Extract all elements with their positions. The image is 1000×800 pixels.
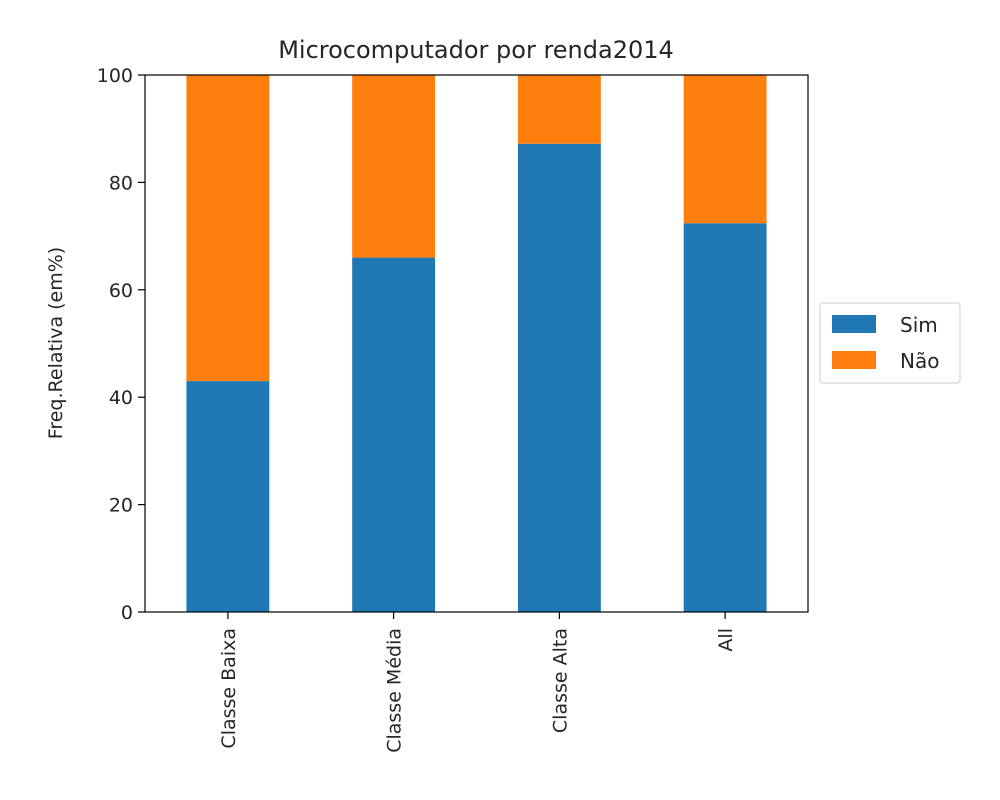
legend: Sim Não <box>819 302 961 384</box>
y-axis-label: Freq.Relativa (em%) <box>45 247 67 439</box>
y-tick-label: 40 <box>109 387 133 409</box>
y-tick-label: 60 <box>109 280 133 302</box>
y-tick-label: 0 <box>121 602 133 624</box>
legend-swatch-sim <box>832 315 876 333</box>
y-tick-label: 20 <box>109 495 133 517</box>
bar-sim-2 <box>517 143 601 612</box>
bar-sim-1 <box>352 257 436 612</box>
y-tick-label: 80 <box>109 172 133 194</box>
y-tick-label: 100 <box>97 65 133 87</box>
plot-area-frame <box>144 74 809 613</box>
x-tick-label: Classe Alta <box>549 628 571 733</box>
bar-no-1 <box>352 75 436 258</box>
x-axis: Classe Baixa Classe Média Classe Alta All <box>218 612 737 753</box>
y-axis: 0 20 40 60 80 100 <box>97 65 145 624</box>
bar-sim-0 <box>186 381 270 612</box>
bar-no-2 <box>517 75 601 144</box>
legend-label: Sim <box>900 313 938 337</box>
bars-layer <box>186 75 767 612</box>
chart-title: Microcomputador por renda2014 <box>278 36 674 64</box>
legend-label: Não <box>900 349 939 373</box>
x-tick-label: Classe Média <box>384 628 406 753</box>
bar-no-3 <box>683 75 767 224</box>
legend-swatch-no <box>832 351 876 369</box>
bar-no-0 <box>186 75 270 382</box>
bar-sim-3 <box>683 223 767 612</box>
x-tick-label: Classe Baixa <box>218 628 240 749</box>
x-tick-label: All <box>715 628 737 652</box>
